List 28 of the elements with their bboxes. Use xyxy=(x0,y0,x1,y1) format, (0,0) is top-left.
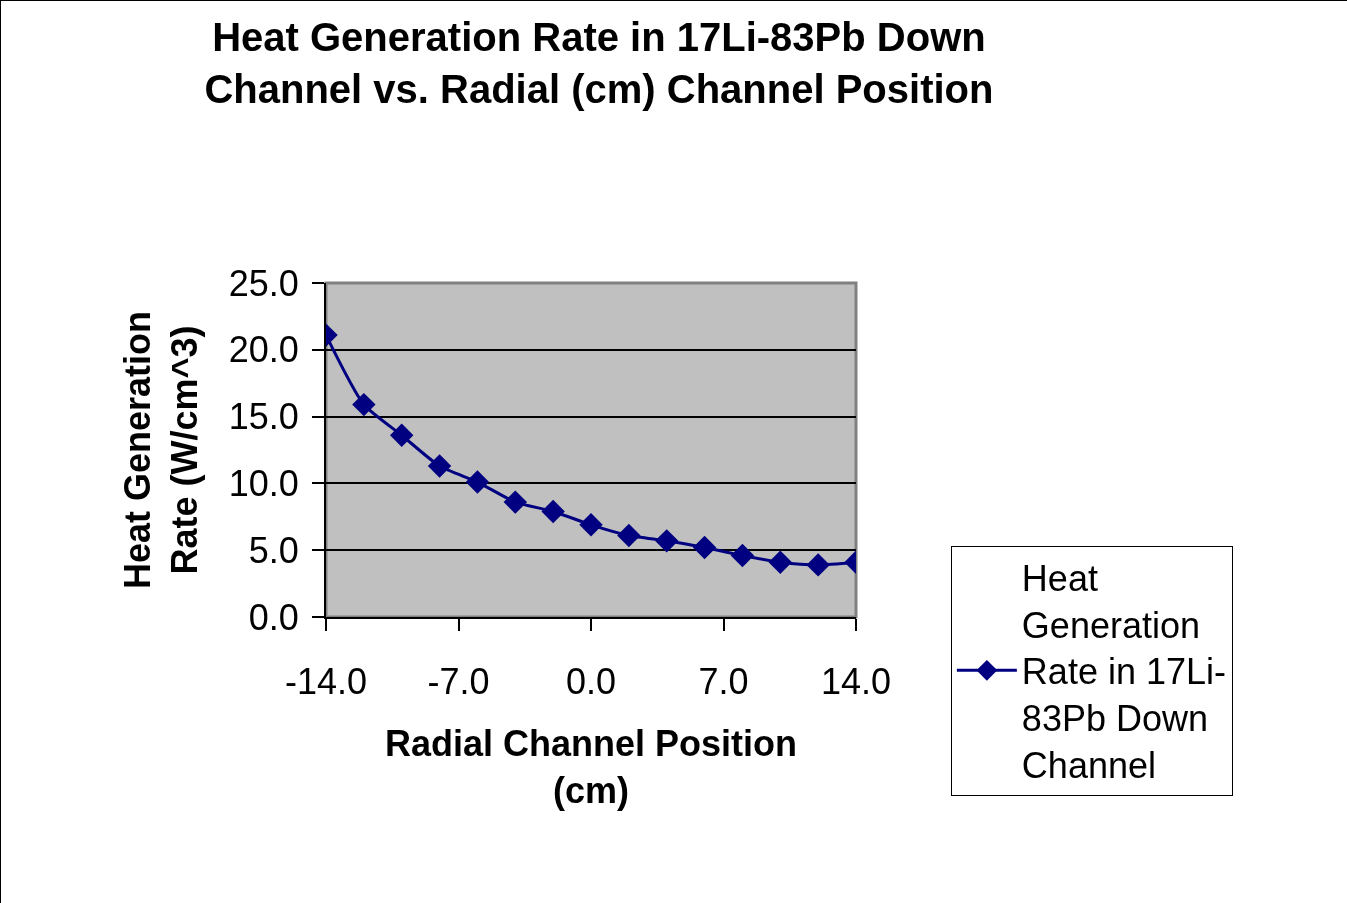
x-tick-label: 7.0 xyxy=(698,661,749,703)
x-tick-label: 14.0 xyxy=(820,661,892,703)
point xyxy=(503,490,527,514)
y-tick-label: 25.0 xyxy=(228,262,299,304)
point xyxy=(768,550,792,574)
point xyxy=(352,392,376,417)
x-tick-label: -7.0 xyxy=(427,661,490,703)
x-tick-label: -14.0 xyxy=(284,661,368,703)
x-axis-title: Radial Channel Position (cm) xyxy=(384,723,798,812)
point xyxy=(730,543,755,568)
point xyxy=(655,529,679,553)
point xyxy=(617,523,641,548)
point xyxy=(390,423,414,447)
point xyxy=(806,553,830,577)
y-tick-label: 15.0 xyxy=(228,396,299,438)
chart-title: Heat Generation Rate in 17Li-83Pb Down Channel vs. Radial (cm) Channel Position xyxy=(204,14,994,111)
y-tick-label: 0.0 xyxy=(248,596,299,638)
y-axis-title: Heat Generation Rate (W/cm^3) xyxy=(117,310,206,590)
y-tick-label: 10.0 xyxy=(228,463,299,504)
x-tick-label: 0.0 xyxy=(565,661,617,703)
legend-label: Heat Generation Rate in 17Li-83Pb Down Channel xyxy=(1021,557,1226,786)
point xyxy=(541,499,565,524)
y-tick-label: 20.0 xyxy=(228,329,299,371)
point xyxy=(427,454,452,478)
point xyxy=(692,535,717,560)
point xyxy=(579,513,603,537)
point xyxy=(465,470,490,494)
y-tick-label: 5.0 xyxy=(248,529,299,571)
